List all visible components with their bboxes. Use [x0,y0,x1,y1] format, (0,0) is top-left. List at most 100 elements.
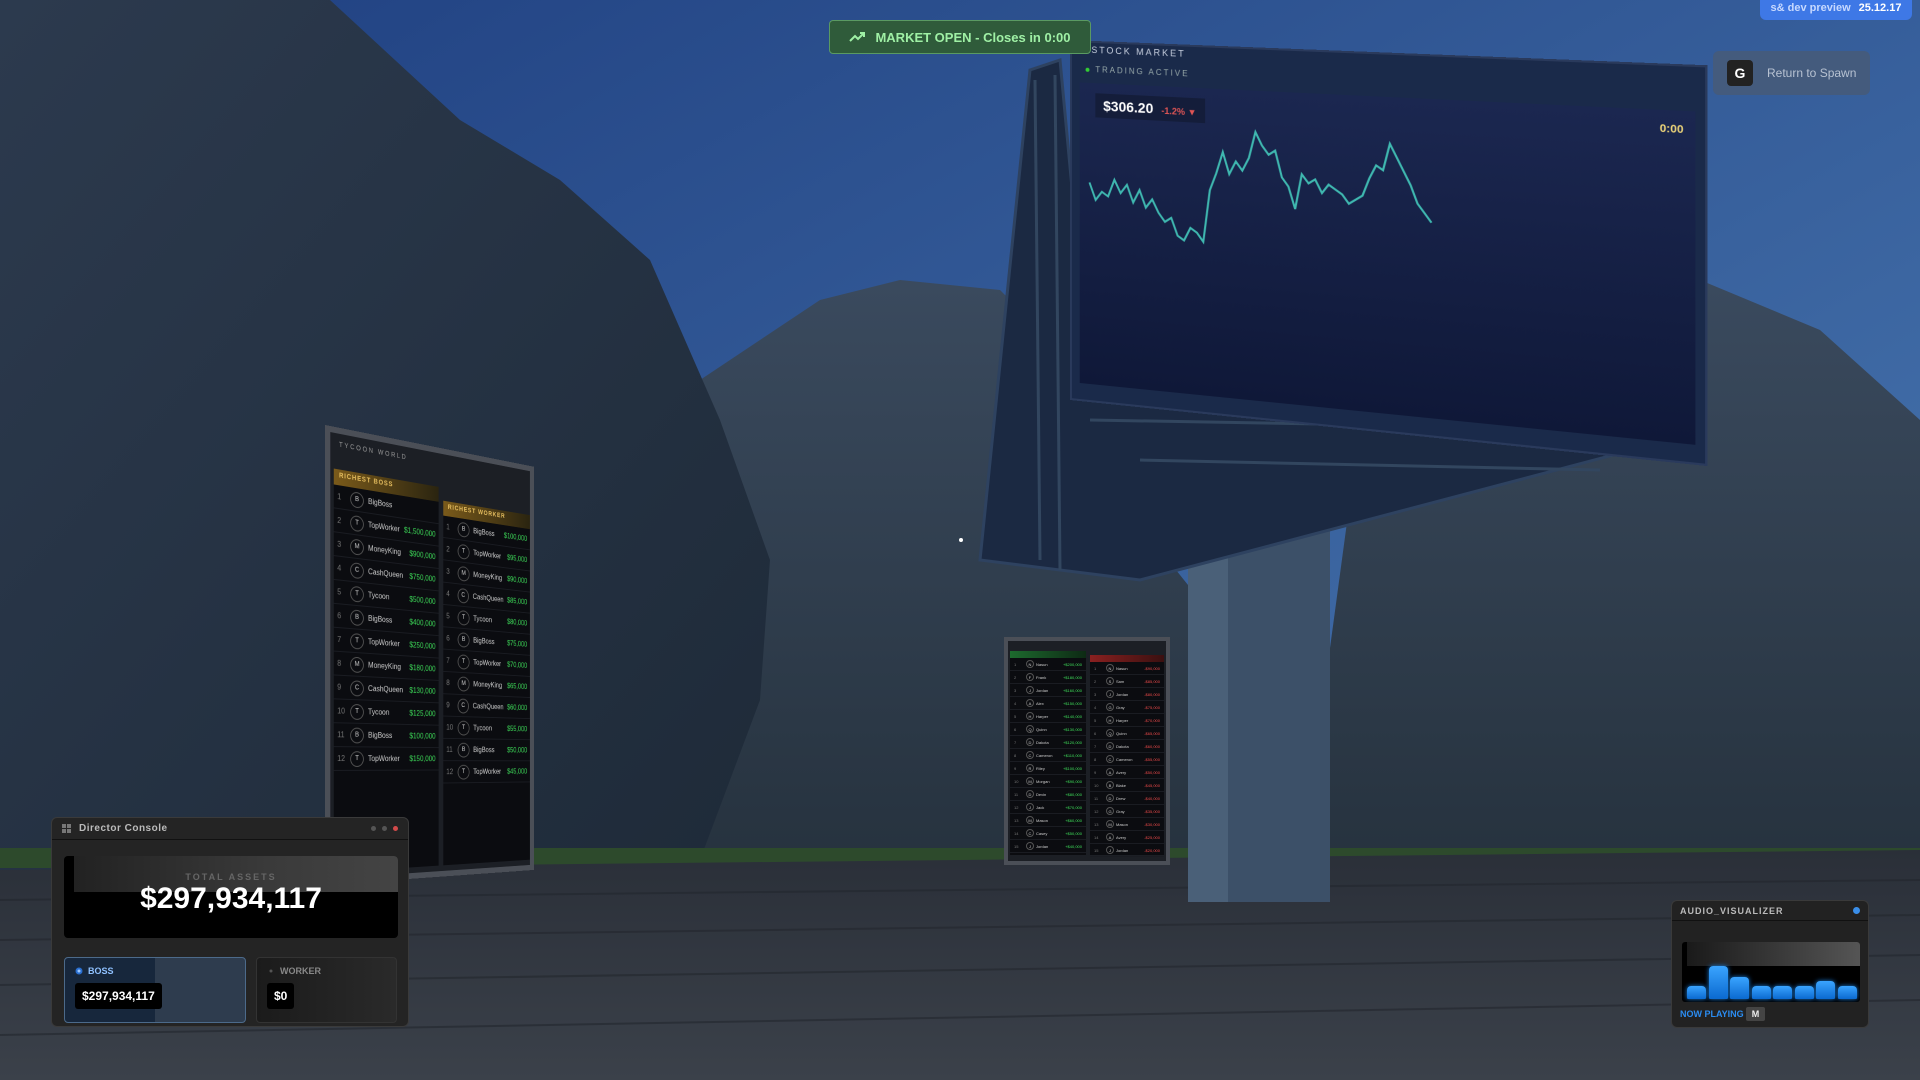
player-name: BigBoss [368,614,405,626]
rank: 5 [1014,714,1024,719]
player-name: MoneyKing [368,544,405,558]
role-worker-card[interactable]: WORKER $0 [256,957,397,1023]
avatar: T [458,654,470,669]
avatar: M [1026,816,1034,824]
leaderboard-row: 9 R Riley +$100,000 [1010,762,1086,775]
rank: 1 [337,492,346,502]
leaderboard-row: 10 M Morgan +$90,000 [1010,775,1086,788]
player-value: $60,000 [507,703,527,712]
avatar: C [1106,755,1114,763]
player-value: $45,000 [507,767,527,775]
rank: 10 [1014,779,1024,784]
player-value: +$180,000 [1063,675,1082,680]
leaderboard-row: 12 T TopWorker $45,000 [443,761,530,783]
leaderboard-row: 13 M Mason -$30,000 [1090,818,1164,831]
player-value: -$45,000 [1144,783,1160,788]
rank: 6 [1014,727,1024,732]
player-name: CashQueen [368,567,405,580]
minimize-button[interactable] [371,826,376,831]
dev-preview-label: s& dev preview [1771,2,1851,14]
leaderboard-row: 6 Q Quinn -$65,000 [1090,727,1164,740]
avatar: T [458,610,470,626]
leaderboard-row: 12 J Jack +$70,000 [1010,801,1086,814]
player-value: +$100,000 [1063,766,1082,771]
player-name: TopWorker [473,658,503,668]
close-button[interactable] [393,826,398,831]
player-name: Morgan [1036,779,1063,784]
avatar: J [1106,846,1114,854]
rank: 11 [337,730,346,739]
player-value: $130,000 [409,686,435,696]
gainers-column: 1 N Nasun +$200,000 2 F Frank +$180,000 3 J Jordan… [1010,651,1086,855]
leaderboard-row: 11 D Drew -$40,000 [1090,792,1164,805]
avatar: B [350,609,364,626]
rank: 13 [1094,822,1104,827]
rank: 2 [446,545,454,554]
leaderboard-row: 14 C Casey +$50,000 [1010,827,1086,840]
avatar: M [458,676,470,691]
rank: 14 [1014,831,1024,836]
maximize-button[interactable] [382,826,387,831]
role-worker-label: WORKER [280,966,321,976]
avatar: J [1106,690,1114,698]
player-name: Dakota [1036,740,1061,745]
audio-titlebar[interactable]: AUDIO_VISUALIZER [1672,901,1868,921]
player-name: BigBoss [473,746,503,754]
player-value: -$60,000 [1144,744,1160,749]
avatar: D [1026,790,1034,798]
player-name: BigBoss [473,636,503,647]
role-boss-card[interactable]: BOSS $297,934,117 [64,957,246,1023]
player-value: +$110,000 [1063,753,1082,758]
player-value: +$200,000 [1063,662,1082,667]
audio-bar [1687,986,1706,999]
dev-preview-badge: s& dev preview 25.12.17 [1760,0,1912,20]
rank: 5 [1094,718,1104,723]
leaderboard-row: 5 H Harper -$70,000 [1090,714,1164,727]
leaderboard-row: 9 A Avery -$50,000 [1090,766,1164,779]
player-name: Mason [1036,818,1063,823]
avatar: C [1026,751,1034,759]
track-name[interactable]: M [1746,1007,1766,1021]
rank: 11 [1014,792,1024,797]
leaderboard-row: 8 C Cameron +$110,000 [1010,749,1086,762]
trending-up-icon [849,31,865,43]
rank: 8 [337,659,346,668]
rank: 12 [1014,805,1024,810]
player-value: $100,000 [504,531,527,542]
player-name: Cameron [1036,753,1061,758]
player-name: Nasun [1116,666,1142,671]
rank: 12 [337,754,346,763]
avatar: G [1106,807,1114,815]
player-name: Drew [1116,796,1142,801]
return-to-spawn-label: Return to Spawn [1767,66,1856,80]
rank: 2 [1094,679,1104,684]
player-name: Tycoon [368,707,405,717]
leaderboard-row: 10 T Tycoon $125,000 [334,699,439,725]
rank: 8 [1014,753,1024,758]
player-name: MoneyKing [473,570,503,582]
player-value: $95,000 [507,553,527,564]
market-status-banner: MARKET OPEN - Closes in 0:00 [829,20,1091,54]
settings-dot-icon[interactable] [1853,907,1860,914]
player-name: Quinn [1116,731,1142,736]
leaderboard-screen-center: 1 N Nasun +$200,000 2 F Frank +$180,000 3 J Jordan… [1004,637,1170,865]
player-name: Gray [1116,809,1142,814]
return-to-spawn-button[interactable]: G Return to Spawn [1713,51,1870,95]
rank: 5 [446,612,454,621]
rank: 11 [446,745,454,753]
player-name: Casey [1036,831,1063,836]
leaderboard-row: 7 D Dakota -$60,000 [1090,740,1164,753]
leaderboard-row: 1 N Nasun -$90,000 [1090,662,1164,675]
player-name: BigBoss [473,527,500,539]
console-titlebar[interactable]: Director Console [52,818,408,840]
player-name: Dakota [1116,744,1142,749]
rank: 9 [446,701,453,710]
keybind-g: G [1727,60,1753,86]
avatar: B [458,742,470,757]
audio-bar [1795,986,1814,999]
player-value: +$130,000 [1063,727,1082,732]
avatar: C [350,562,364,579]
now-playing: NOW PLAYING M [1680,1007,1765,1021]
rank: 12 [1094,809,1104,814]
leaderboard-row: 11 D Devin +$80,000 [1010,788,1086,801]
